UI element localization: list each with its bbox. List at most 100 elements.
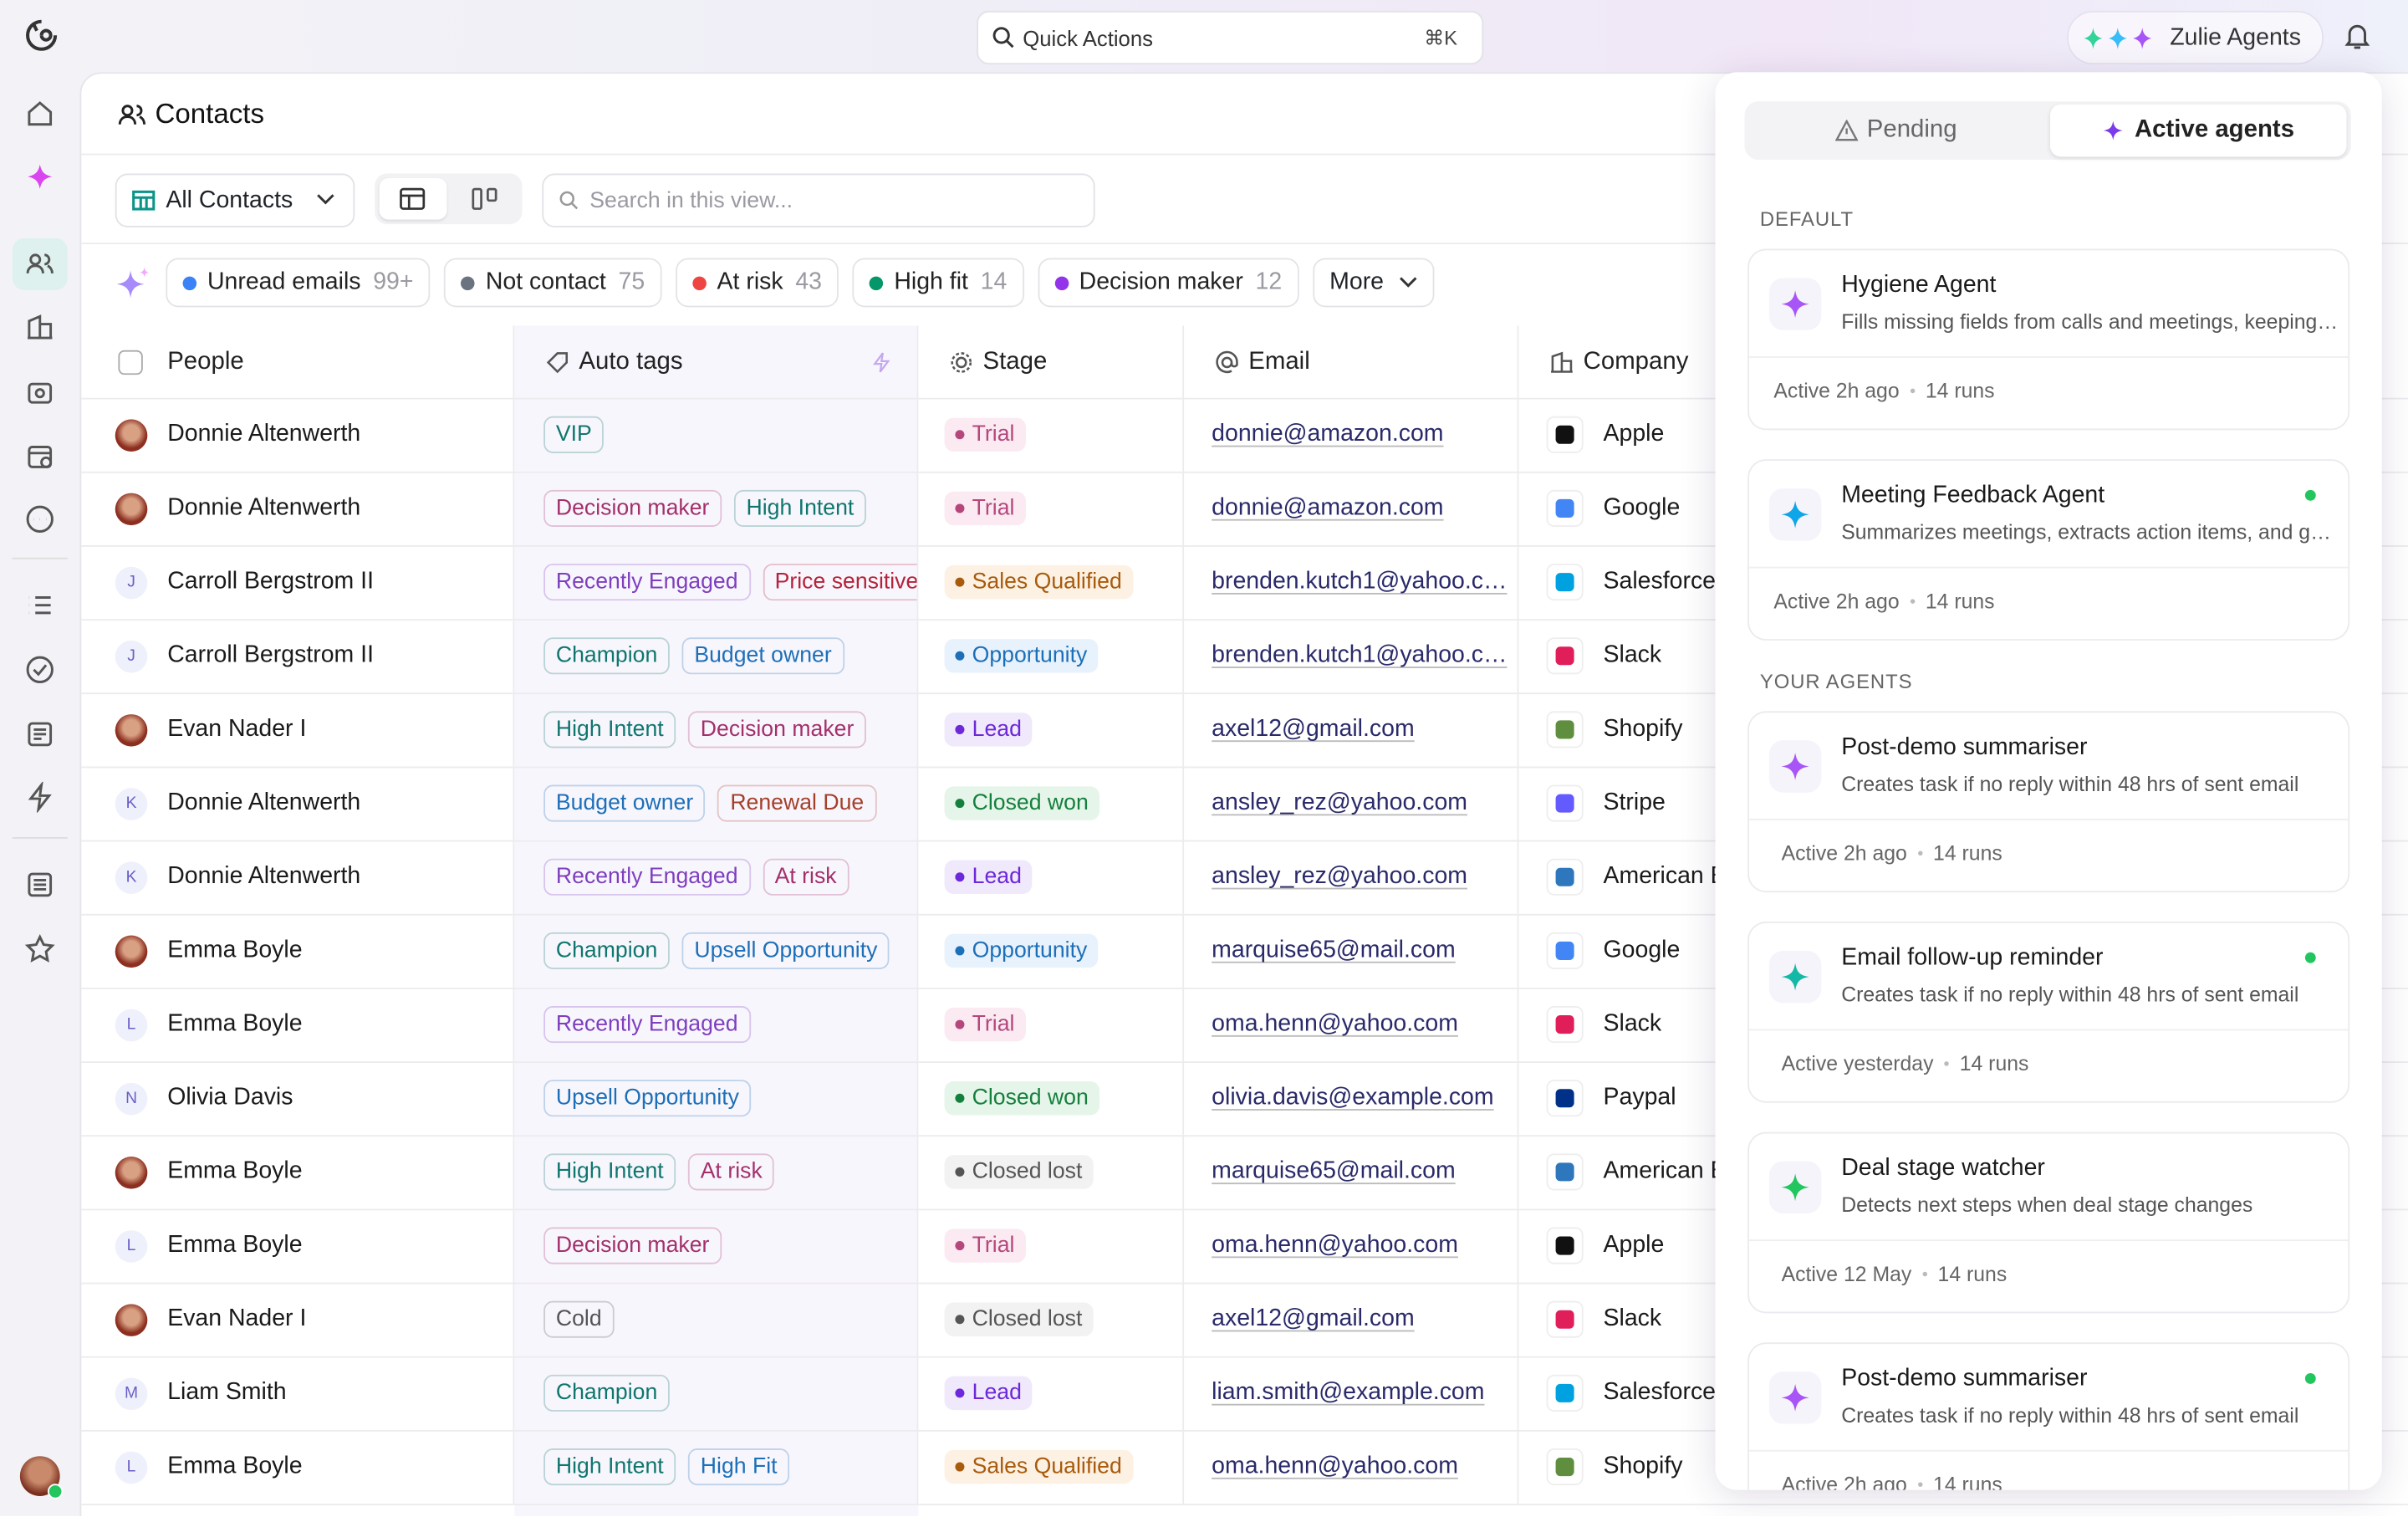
- person-name[interactable]: Olivia Davis: [167, 1084, 293, 1111]
- person-name[interactable]: Emma Boyle: [167, 1453, 303, 1479]
- company-name[interactable]: Slack: [1603, 641, 1662, 668]
- notes-icon[interactable]: [24, 719, 55, 750]
- company-name[interactable]: Slack: [1603, 1305, 1662, 1332]
- column-header[interactable]: Company: [1518, 325, 2407, 397]
- ai-filter-icon[interactable]: [115, 266, 152, 303]
- agents-button[interactable]: Zulie Agents: [2067, 10, 2324, 65]
- filter-chip[interactable]: Not contact 75: [444, 258, 662, 308]
- person-name[interactable]: Carroll Bergstrom II: [167, 641, 375, 668]
- tab-active-agents[interactable]: Active agents: [2049, 104, 2347, 157]
- email-link[interactable]: axel12@gmail.com: [1212, 1305, 1415, 1332]
- table-layout-button[interactable]: [379, 178, 447, 220]
- agent-card[interactable]: Meeting Feedback Agent Summarizes meeting…: [1747, 459, 2350, 641]
- table-row[interactable]: L Emma Boyle Recently Engaged Trial oma.henn…: [81, 987, 2408, 1063]
- filter-chip[interactable]: Decision maker 12: [1038, 258, 1299, 308]
- reports-icon[interactable]: [24, 870, 55, 901]
- email-link[interactable]: brenden.kutch1@yahoo.c…: [1212, 641, 1508, 668]
- person-name[interactable]: Donnie Altenwerth: [167, 494, 361, 521]
- list-icon[interactable]: [24, 590, 55, 621]
- deals-icon[interactable]: [24, 376, 55, 407]
- person-name[interactable]: Carroll Bergstrom II: [167, 568, 375, 595]
- email-link[interactable]: marquise65@mail.com: [1212, 937, 1456, 963]
- companies-icon[interactable]: [24, 312, 55, 343]
- column-header[interactable]: Email: [1184, 325, 1519, 398]
- person-name[interactable]: Emma Boyle: [167, 1232, 303, 1259]
- agent-card[interactable]: Post-demo summariser Creates task if no r…: [1747, 711, 2350, 893]
- table-row[interactable]: K Donnie Altenwerth Budget owner Renewal Du…: [81, 766, 2408, 842]
- email-link[interactable]: liam.smith@example.com: [1212, 1379, 1485, 1406]
- email-link[interactable]: marquise65@mail.com: [1212, 1157, 1456, 1185]
- notifications-icon[interactable]: [2342, 20, 2373, 51]
- email-link[interactable]: oma.henn@yahoo.com: [1212, 1010, 1458, 1037]
- company-name[interactable]: Google: [1603, 494, 1681, 521]
- column-header[interactable]: People: [81, 325, 515, 398]
- calendar-icon[interactable]: [24, 441, 55, 472]
- home-icon[interactable]: [24, 99, 55, 130]
- email-link[interactable]: axel12@gmail.com: [1212, 715, 1415, 743]
- filter-chip[interactable]: Unread emails 99+: [166, 258, 431, 308]
- company-name[interactable]: Salesforce: [1603, 1379, 1717, 1406]
- email-link[interactable]: ansley_rez@yahoo.com: [1212, 863, 1467, 890]
- company-name[interactable]: Shopify: [1603, 715, 1683, 743]
- table-row[interactable]: K Donnie Altenwerth Recently Engaged At ris…: [81, 840, 2408, 916]
- email-link[interactable]: olivia.davis@example.com: [1212, 1084, 1494, 1111]
- table-row[interactable]: J Carroll Bergstrom II Recently Engaged Pri…: [81, 545, 2408, 621]
- view-selector[interactable]: All Contacts: [115, 173, 355, 227]
- company-name[interactable]: Salesforce: [1603, 568, 1717, 595]
- table-row[interactable]: Evan Nader I Cold Closed lost axel12@gmail.…: [81, 1282, 2408, 1358]
- company-name[interactable]: Apple: [1603, 1232, 1665, 1259]
- column-header[interactable]: Stage: [918, 325, 1185, 398]
- person-name[interactable]: Evan Nader I: [167, 715, 307, 743]
- email-link[interactable]: oma.henn@yahoo.com: [1212, 1453, 1458, 1479]
- table-row[interactable]: J Carroll Bergstrom II Champion Budget owne…: [81, 619, 2408, 695]
- person-name[interactable]: Emma Boyle: [167, 1157, 303, 1185]
- person-name[interactable]: Evan Nader I: [167, 1305, 307, 1332]
- email-link[interactable]: ansley_rez@yahoo.com: [1212, 789, 1467, 816]
- company-name[interactable]: Google: [1603, 937, 1681, 963]
- person-name[interactable]: Emma Boyle: [167, 1010, 303, 1037]
- email-link[interactable]: brenden.kutch1@yahoo.c…: [1212, 568, 1508, 595]
- contacts-nav-active[interactable]: [12, 238, 68, 291]
- person-name[interactable]: Liam Smith: [167, 1379, 287, 1406]
- view-search[interactable]: Search in this view...: [542, 173, 1095, 227]
- contacts-icon[interactable]: [24, 249, 55, 280]
- table-row[interactable]: N Olivia Davis Upsell Opportunity Closed wo…: [81, 1061, 2408, 1137]
- table-row[interactable]: M Liam Smith Champion Lead liam.smith@exampl…: [81, 1356, 2408, 1432]
- company-name[interactable]: Stripe: [1603, 789, 1666, 816]
- favorites-icon[interactable]: [24, 933, 55, 965]
- agent-card[interactable]: Post-demo summariser Creates task if no r…: [1747, 1342, 2350, 1490]
- ai-column-icon[interactable]: [870, 351, 892, 373]
- table-row[interactable]: L Emma Boyle Decision maker Trial oma.henn@y…: [81, 1208, 2408, 1285]
- table-row[interactable]: Donnie Altenwerth VIP Trial donnie@amazon.c…: [81, 397, 2408, 473]
- table-row[interactable]: L Emma Boyle High Intent High Fit Sales Qual…: [81, 1429, 2408, 1505]
- company-name[interactable]: Paypal: [1603, 1084, 1676, 1111]
- agent-card[interactable]: Hygiene Agent Fills missing fields from c…: [1747, 248, 2350, 431]
- more-icon[interactable]: [24, 503, 55, 534]
- person-name[interactable]: Donnie Altenwerth: [167, 789, 361, 816]
- person-name[interactable]: Donnie Altenwerth: [167, 863, 361, 890]
- quick-actions[interactable]: Quick Actions ⌘K: [977, 10, 1484, 65]
- tab-pending[interactable]: Pending: [1744, 101, 2047, 160]
- filter-chip[interactable]: High fit 14: [852, 258, 1024, 308]
- board-icon[interactable]: [472, 186, 497, 212]
- tasks-icon[interactable]: [24, 654, 55, 685]
- filter-chip[interactable]: At risk 43: [675, 258, 839, 308]
- company-name[interactable]: Apple: [1603, 421, 1665, 447]
- automation-icon[interactable]: [24, 780, 55, 815]
- ai-icon[interactable]: [24, 161, 55, 192]
- agent-card[interactable]: Deal stage watcher Detects next steps whe…: [1747, 1131, 2350, 1314]
- table-row[interactable]: Donnie Altenwerth Decision maker High Inte…: [81, 471, 2408, 547]
- agent-card[interactable]: Email follow-up reminder Creates task if …: [1747, 922, 2350, 1103]
- table-row[interactable]: Evan Nader I High Intent Decision maker Lea…: [81, 692, 2408, 769]
- table-row[interactable]: Emma Boyle Champion Upsell Opportunity Oppo…: [81, 913, 2408, 989]
- email-link[interactable]: oma.henn@yahoo.com: [1212, 1232, 1458, 1259]
- select-all-checkbox[interactable]: [118, 349, 143, 375]
- person-name[interactable]: Donnie Altenwerth: [167, 421, 361, 447]
- company-name[interactable]: Shopify: [1603, 1453, 1683, 1479]
- person-name[interactable]: Emma Boyle: [167, 937, 303, 963]
- email-link[interactable]: donnie@amazon.com: [1212, 421, 1444, 447]
- more-button[interactable]: More: [1312, 258, 1435, 308]
- company-name[interactable]: Slack: [1603, 1010, 1662, 1037]
- email-link[interactable]: donnie@amazon.com: [1212, 494, 1444, 521]
- column-header[interactable]: Auto tags: [514, 325, 919, 398]
